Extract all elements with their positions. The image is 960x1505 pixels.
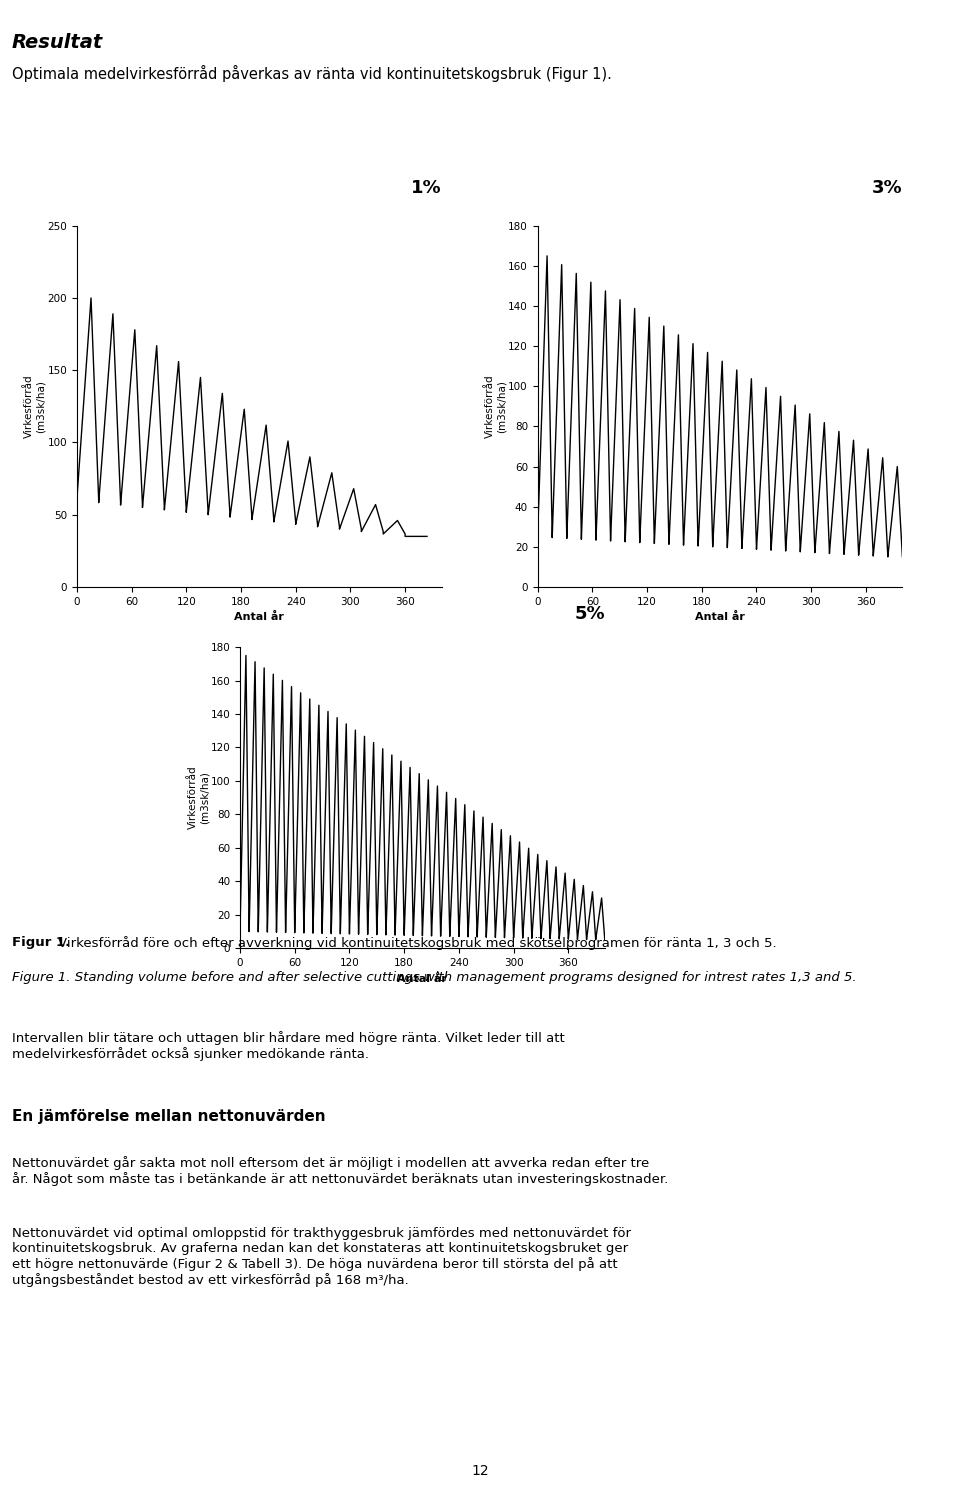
- Text: Nettonuvärdet vid optimal omloppstid för trakthyggesbruk jämfördes med nettonuvä: Nettonuvärdet vid optimal omloppstid för…: [12, 1227, 631, 1287]
- Text: Optimala medelvirkesförråd påverkas av ränta vid kontinuitetskogsbruk (Figur 1).: Optimala medelvirkesförråd påverkas av r…: [12, 65, 612, 81]
- Text: Intervallen blir tätare och uttagen blir hårdare med högre ränta. Vilket leder t: Intervallen blir tätare och uttagen blir…: [12, 1031, 564, 1061]
- X-axis label: Antal år: Antal år: [234, 613, 284, 622]
- X-axis label: Antal år: Antal år: [695, 613, 745, 622]
- Text: Figure 1. Standing volume before and after selective cuttings with management pr: Figure 1. Standing volume before and aft…: [12, 971, 856, 984]
- Text: 12: 12: [471, 1464, 489, 1478]
- Y-axis label: Virkesförråd
(m3sk/ha): Virkesförråd (m3sk/ha): [24, 375, 46, 438]
- Text: Nettonuvärdet går sakta mot noll eftersom det är möjligt i modellen att avverka : Nettonuvärdet går sakta mot noll efterso…: [12, 1156, 668, 1186]
- Text: 5%: 5%: [574, 605, 605, 623]
- Text: Virkesförråd före och efter avverkning vid kontinuitetskogsbruk med skötselprogr: Virkesförråd före och efter avverkning v…: [58, 936, 777, 950]
- Text: 3%: 3%: [872, 179, 902, 197]
- Text: Figur 1.: Figur 1.: [12, 936, 74, 950]
- Y-axis label: Virkesförråd
(m3sk/ha): Virkesförråd (m3sk/ha): [187, 766, 209, 829]
- X-axis label: Antal år: Antal år: [397, 974, 447, 983]
- Text: En jämförelse mellan nettonuvärden: En jämförelse mellan nettonuvärden: [12, 1109, 325, 1124]
- Y-axis label: Virkesförråd
(m3sk/ha): Virkesförråd (m3sk/ha): [485, 375, 507, 438]
- Text: 1%: 1%: [411, 179, 442, 197]
- Text: Resultat: Resultat: [12, 33, 103, 53]
